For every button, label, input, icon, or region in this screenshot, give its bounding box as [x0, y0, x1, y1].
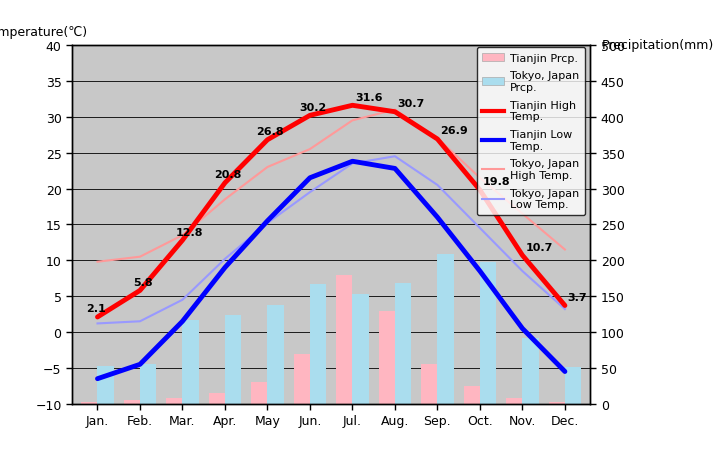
Text: 5.8: 5.8 [133, 277, 153, 287]
Bar [438, 254, 454, 404]
Bar [225, 315, 241, 404]
Text: 30.2: 30.2 [299, 102, 326, 112]
Bar [395, 284, 411, 404]
Bar [81, 402, 97, 404]
Text: 31.6: 31.6 [355, 93, 383, 102]
Bar [506, 398, 523, 404]
Text: 30.7: 30.7 [397, 99, 425, 109]
Bar [97, 367, 114, 404]
Bar [523, 338, 539, 404]
Bar [421, 364, 438, 404]
Bar [379, 311, 395, 404]
Bar [464, 386, 480, 404]
Bar [549, 403, 565, 404]
Text: 19.8: 19.8 [482, 177, 510, 187]
Y-axis label: Precipitation(mm): Precipitation(mm) [602, 39, 714, 52]
Bar [294, 354, 310, 404]
Bar [124, 400, 140, 404]
Bar [209, 393, 225, 404]
Text: 26.8: 26.8 [256, 127, 284, 137]
Bar [565, 367, 581, 404]
Bar [310, 284, 326, 404]
Text: 26.9: 26.9 [440, 126, 468, 136]
Bar [480, 263, 496, 404]
Text: 2.1: 2.1 [86, 304, 106, 314]
Text: 20.8: 20.8 [214, 170, 241, 180]
Legend: Tianjin Prcp., Tokyo, Japan
Prcp., Tianjin High
Temp., Tianjin Low
Temp., Tokyo,: Tianjin Prcp., Tokyo, Japan Prcp., Tianj… [477, 48, 585, 215]
Text: 10.7: 10.7 [525, 242, 552, 252]
Bar [267, 306, 284, 404]
Bar [251, 382, 267, 404]
Bar [140, 364, 156, 404]
Text: 3.7: 3.7 [567, 292, 588, 302]
Text: 12.8: 12.8 [176, 227, 203, 237]
Bar [166, 398, 182, 404]
Bar [353, 294, 369, 404]
Y-axis label: Temperature(℃): Temperature(℃) [0, 26, 87, 39]
Bar [336, 275, 353, 404]
Bar [182, 320, 199, 404]
